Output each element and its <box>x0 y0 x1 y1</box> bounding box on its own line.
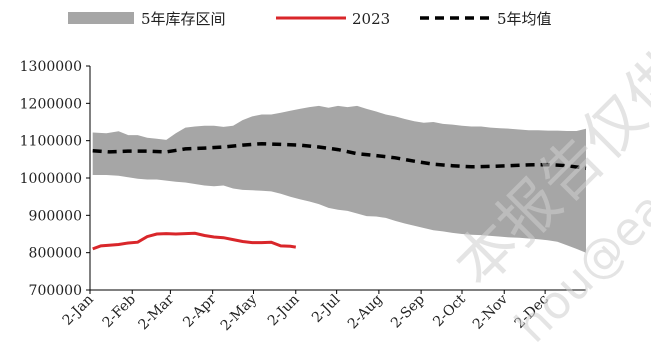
legend-swatch-range <box>68 12 134 24</box>
y-tick-label: 1000000 <box>20 171 82 187</box>
x-tick-label: 2-Oct <box>430 291 469 330</box>
y-tick-label: 1200000 <box>20 96 82 112</box>
plot-area <box>92 105 587 253</box>
x-tick-label: 2-Mar <box>135 291 177 333</box>
legend-label-2023: 2023 <box>352 10 390 28</box>
y-tick-label: 900000 <box>29 208 82 224</box>
x-tick-label: 2-Jul <box>309 291 344 326</box>
legend-label-avg: 5年均值 <box>497 10 552 28</box>
y-tick-label: 1300000 <box>20 59 82 75</box>
x-tick-label: 2-Feb <box>100 291 140 331</box>
legend: 5年库存区间 2023 5年均值 <box>68 10 552 28</box>
avg-series-line <box>92 141 587 171</box>
x-tick-label: 2-Aug <box>345 291 386 332</box>
x-tick-label: 2-May <box>218 291 261 334</box>
x-tick-label: 2-Sep <box>388 291 428 331</box>
x-tick-label: 2-Jun <box>265 292 303 330</box>
y-tick-label: 1100000 <box>20 134 82 150</box>
range-band-area <box>92 105 586 253</box>
y-tick-label: 800000 <box>29 246 82 262</box>
y-tick-label: 700000 <box>29 283 82 299</box>
legend-label-range: 5年库存区间 <box>141 10 226 28</box>
x-tick-label: 2-Apr <box>180 291 219 330</box>
series-2023-line <box>92 231 297 251</box>
